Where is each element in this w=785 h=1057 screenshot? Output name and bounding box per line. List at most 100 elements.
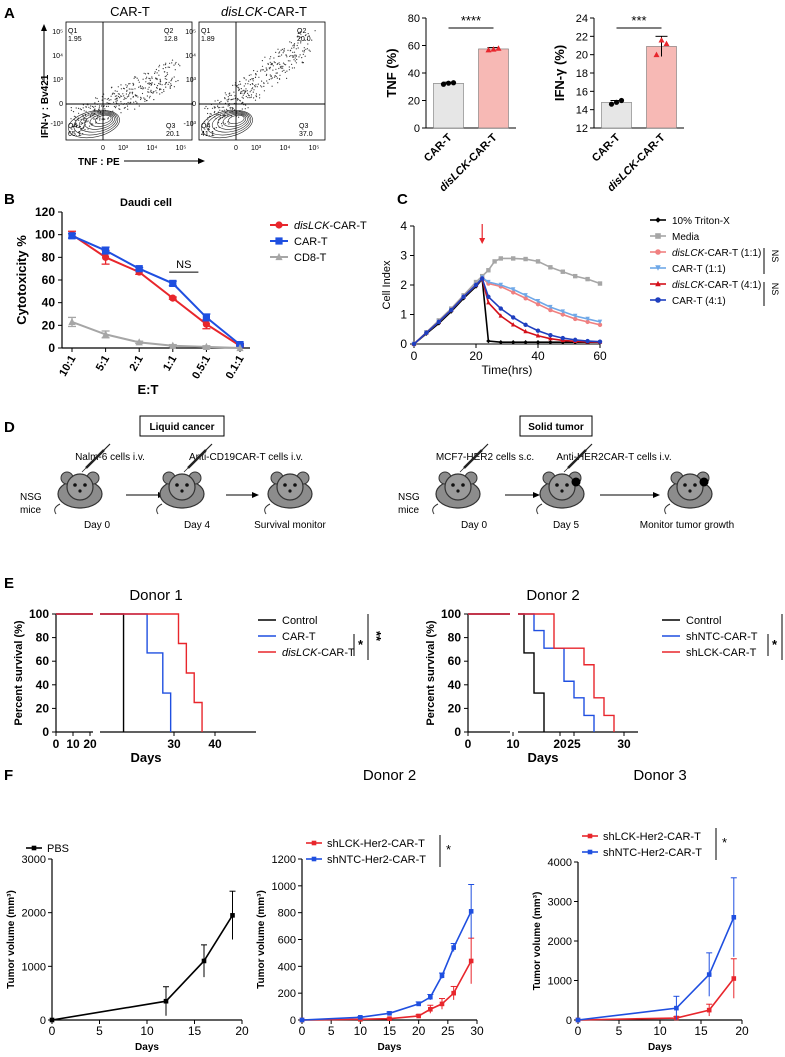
y-tick-label: 60	[42, 273, 56, 287]
y-tick-label: 0	[40, 1015, 46, 1027]
y-tick-label: 400	[278, 961, 296, 973]
mouse-head	[444, 473, 472, 501]
flow-event-dot	[247, 94, 249, 96]
y-tick-label: 3000	[548, 897, 572, 909]
significance-label: ****	[461, 13, 481, 28]
flow-event-dot	[123, 95, 125, 97]
mouse-eye	[461, 483, 465, 487]
panel-label-b: B	[4, 191, 15, 208]
flow-event-dot	[311, 39, 313, 41]
x-tick-label: 30	[470, 1024, 484, 1038]
flow-event-dot	[129, 91, 131, 93]
flow-event-dot	[266, 80, 268, 82]
flow-event-dot	[80, 109, 82, 111]
x-tick-label: 40	[208, 737, 222, 751]
flow-event-dot	[151, 76, 153, 78]
y-axis-label: Cytotoxicity %	[14, 235, 29, 325]
flow-event-dot	[294, 57, 296, 59]
liquid-step1: Nalm-6 cells i.v.	[75, 452, 145, 463]
flow-event-dot	[162, 68, 164, 70]
flow-event-dot	[233, 98, 235, 100]
flow-event-dot	[141, 86, 143, 88]
flow-event-dot	[136, 94, 138, 97]
flow-event-dot	[280, 65, 282, 67]
flow-event-dot	[154, 83, 156, 85]
flow-event-dot	[305, 48, 307, 50]
y-tick-label: 1	[400, 308, 407, 322]
y-tick-label: 100	[29, 607, 49, 621]
legend-label: Control	[686, 615, 721, 627]
flow-event-dot	[261, 60, 263, 62]
y-tick-label: 200	[278, 988, 296, 1000]
flow-event-dot	[148, 82, 150, 84]
survival-curve	[100, 613, 172, 732]
flow-event-dot	[208, 128, 210, 130]
x-tick-label: 30	[617, 737, 631, 751]
flow-event-dot	[137, 96, 139, 98]
data-point	[202, 342, 210, 350]
flow-event-dot	[147, 88, 149, 90]
flow-event-dot	[115, 98, 117, 100]
flow-event-dot	[263, 82, 265, 85]
data-point	[674, 1005, 679, 1011]
flow-y-tick-r: 10⁴	[185, 53, 196, 60]
x-tick-label: 10	[506, 737, 520, 751]
syringe-plunger	[205, 443, 213, 451]
flow-event-dot	[253, 70, 255, 72]
flow-event-dot	[86, 121, 88, 123]
flow-event-dot	[84, 129, 86, 131]
flow-event-dot	[207, 119, 209, 121]
flow-event-dot	[98, 105, 101, 107]
x-axis-label: Days	[648, 1042, 672, 1053]
flow-event-dot	[283, 48, 285, 50]
q1-value-left: 1.95	[68, 36, 82, 43]
series-line	[71, 320, 241, 349]
flow-event-dot	[174, 69, 176, 71]
y-tick-label: 20	[36, 701, 50, 715]
data-point	[202, 320, 210, 328]
flow-event-dot	[116, 95, 118, 97]
flow-event-dot	[224, 97, 226, 99]
legend-label: shLCK-CAR-T	[686, 647, 757, 659]
mouse-head	[548, 473, 576, 501]
legend-marker	[275, 221, 283, 229]
flow-event-dot	[249, 91, 251, 93]
flow-event-dot	[243, 89, 245, 91]
mouse-tail	[156, 503, 163, 515]
flow-event-dot	[271, 62, 273, 64]
flow-event-dot	[171, 59, 174, 61]
flow-event-dot	[207, 112, 209, 115]
flow-event-dot	[273, 76, 276, 78]
flow-event-dot	[286, 77, 288, 79]
legend-label: Media	[672, 232, 700, 243]
series-line	[577, 978, 735, 1021]
flow-event-dot	[255, 93, 257, 95]
flow-event-dot	[229, 106, 231, 109]
mouse-eye	[175, 483, 179, 487]
liquid-day4: Day 4	[184, 520, 211, 531]
flow-event-dot	[229, 92, 231, 94]
data-point	[511, 290, 516, 295]
flow-event-dot	[138, 86, 140, 88]
flow-event-dot	[85, 105, 87, 108]
flow-event-dot	[272, 65, 274, 67]
flow-event-dot	[84, 118, 86, 120]
data-point	[169, 279, 177, 287]
flow-event-dot	[103, 105, 105, 107]
flow-event-dot	[295, 54, 297, 56]
flow-event-dot	[293, 45, 295, 47]
data-point	[573, 273, 578, 279]
syringe-plunger	[103, 443, 111, 451]
flow-event-dot	[265, 74, 267, 76]
mouse-head	[676, 473, 704, 501]
data-point	[202, 313, 210, 321]
flow-event-dot	[163, 64, 165, 66]
flow-event-dot	[171, 62, 173, 64]
flow-event-dot	[255, 73, 257, 76]
bar	[601, 102, 632, 129]
flow-contour	[211, 111, 250, 133]
flow-event-dot	[217, 111, 219, 113]
data-point	[560, 309, 565, 314]
flow-event-dot	[278, 67, 280, 70]
flow-event-dot	[293, 55, 295, 57]
